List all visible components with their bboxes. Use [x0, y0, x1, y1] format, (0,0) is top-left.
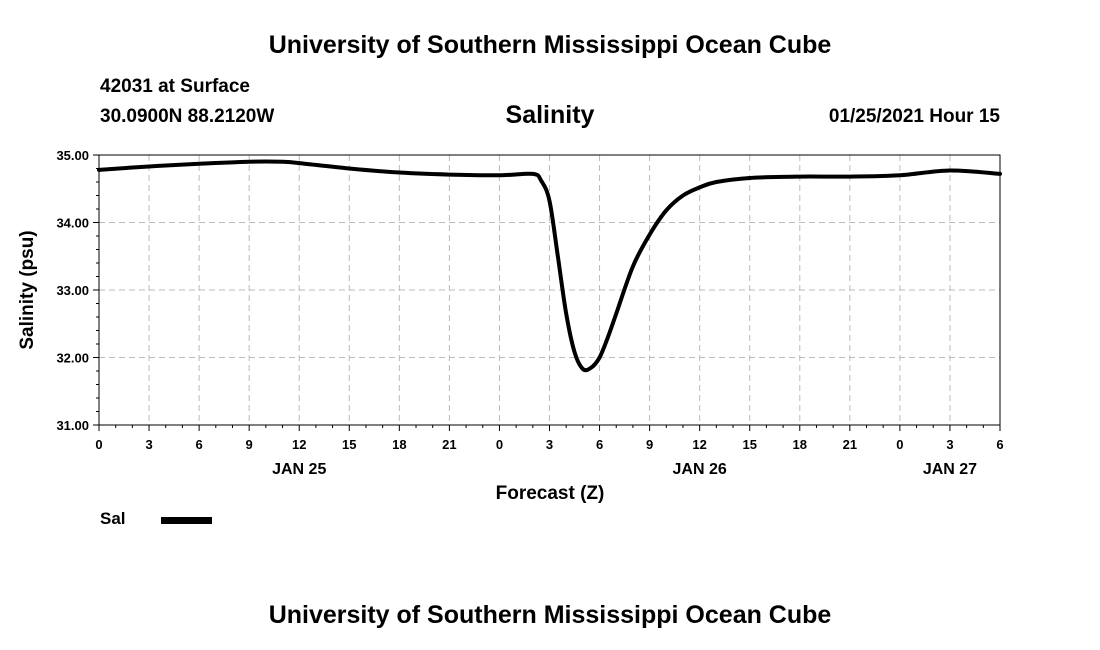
series-line-sal [97, 159, 1002, 373]
y-tick-label: 32.00 [56, 351, 89, 366]
x-date-label: JAN 26 [673, 461, 727, 478]
x-tick-label: 9 [646, 437, 653, 452]
x-tick-label: 0 [496, 437, 503, 452]
x-tick-label: 6 [195, 437, 202, 452]
datetime-label: 01/25/2021 Hour 15 [828, 106, 1000, 127]
x-date-label: JAN 25 [272, 461, 326, 478]
x-tick-label: 15 [742, 437, 756, 452]
chart-title: Salinity [505, 101, 595, 129]
station-label: 42031 at Surface [100, 76, 250, 97]
x-tick-label: 3 [145, 437, 152, 452]
x-tick-label: 6 [596, 437, 603, 452]
coordinates-label: 30.0900N 88.2120W [100, 106, 275, 127]
y-tick-label: 35.00 [56, 148, 89, 163]
x-tick-label: 3 [546, 437, 553, 452]
y-tick-label: 31.00 [56, 418, 89, 433]
x-tick-label: 9 [246, 437, 253, 452]
x-tick-label: 0 [95, 437, 102, 452]
x-tick-label: 15 [342, 437, 356, 452]
y-tick-label: 33.00 [56, 283, 89, 298]
y-axis-label: Salinity (psu) [17, 230, 38, 350]
x-tick-label: 12 [292, 437, 306, 452]
grid-lines [99, 155, 1000, 425]
x-date-label: JAN 27 [923, 461, 977, 478]
x-tick-label: 6 [996, 437, 1003, 452]
header-title: University of Southern Mississippi Ocean… [268, 31, 832, 59]
legend-swatch [161, 517, 212, 524]
x-tick-label: 21 [442, 437, 456, 452]
axes: 0 3 6 9 12 15 18 21 0 3 6 9 12 15 18 21 0 3 6 31.00 32.00 33.… [56, 148, 1003, 478]
x-tick-label: 3 [946, 437, 953, 452]
x-tick-label: 0 [896, 437, 903, 452]
x-axis-label: Forecast (Z) [495, 483, 605, 504]
footer-title: University of Southern Mississippi Ocean… [268, 601, 832, 629]
x-tick-label: 12 [692, 437, 706, 452]
x-tick-label: 18 [793, 437, 807, 452]
legend-label: Sal [100, 509, 126, 528]
x-tick-label: 18 [392, 437, 406, 452]
x-tick-label: 21 [843, 437, 857, 452]
y-tick-label: 34.00 [56, 216, 89, 231]
